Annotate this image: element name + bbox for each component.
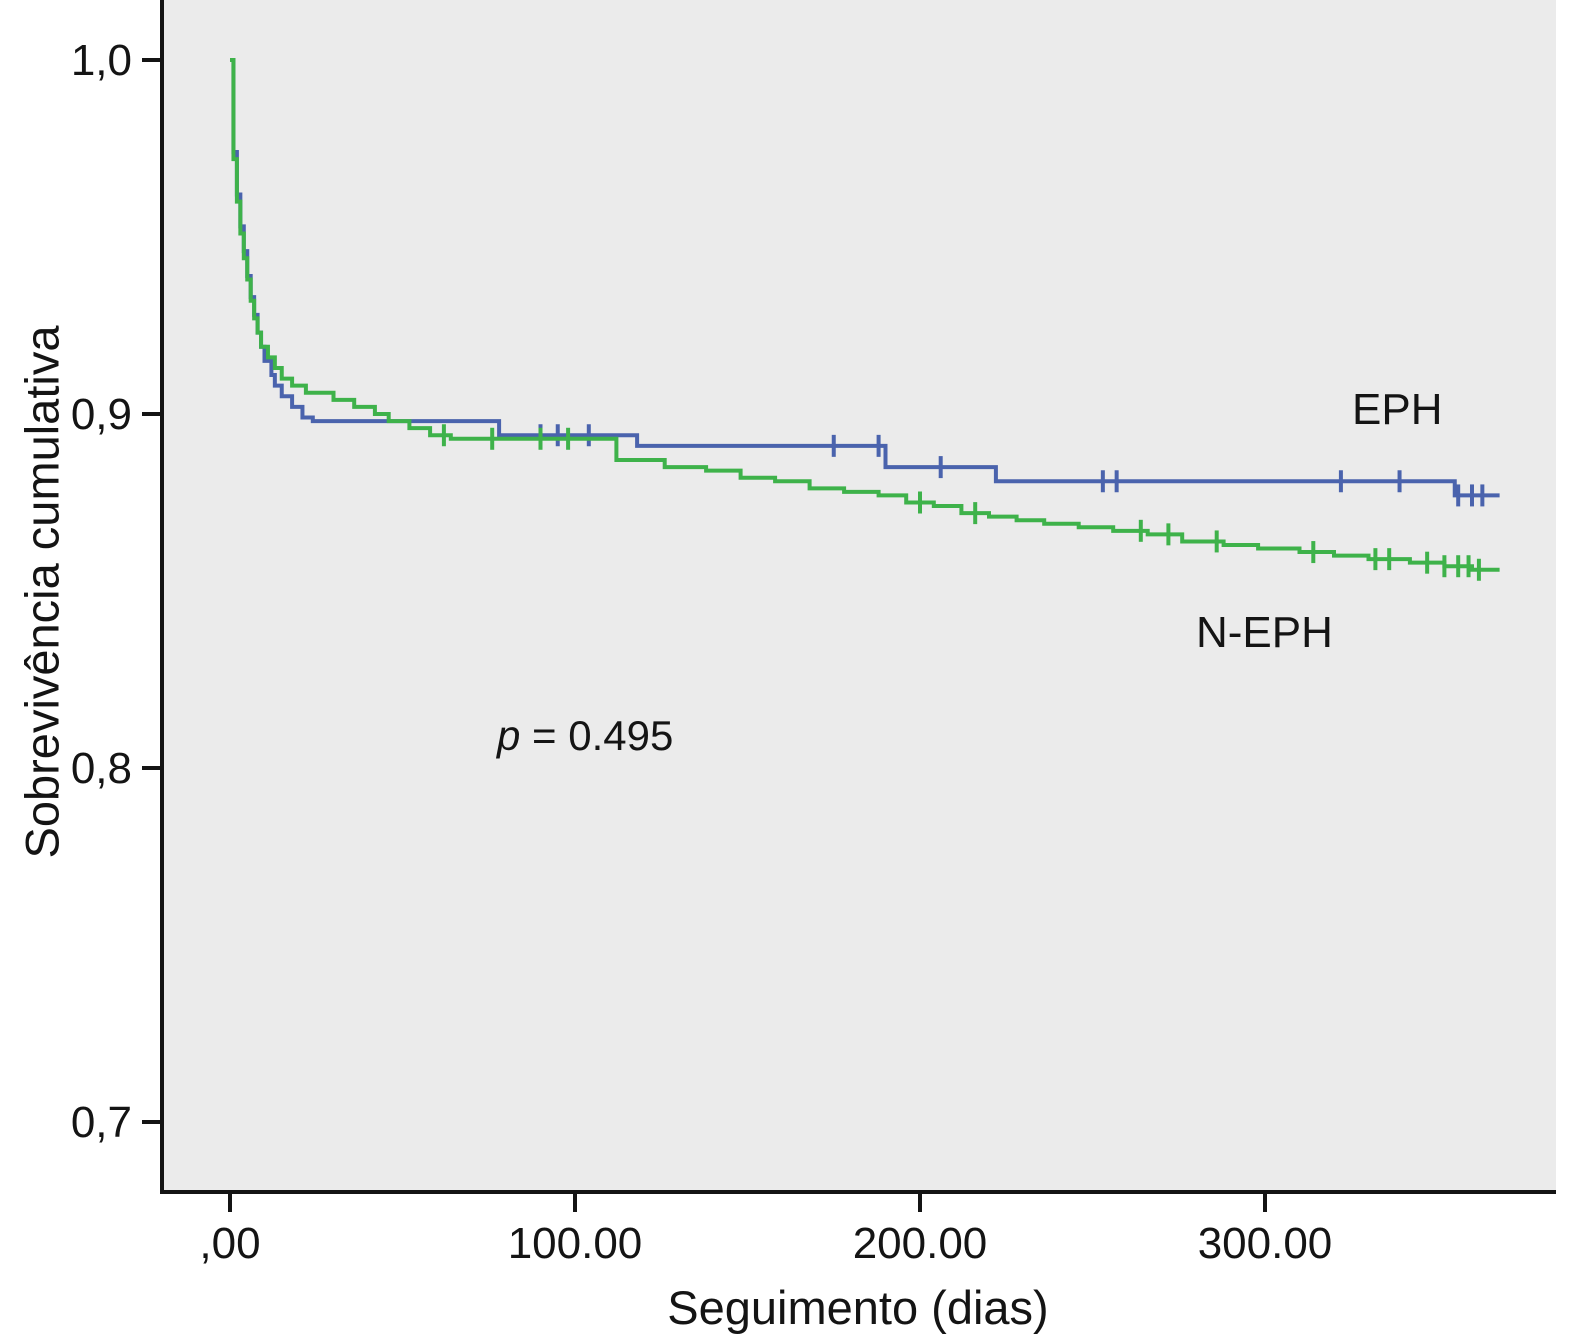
y-axis-tick-label: 0,8 bbox=[71, 744, 132, 793]
series-label-neph: N-EPH bbox=[1196, 608, 1333, 657]
x-axis-tick-label: 200.00 bbox=[853, 1219, 988, 1268]
p-value-variable: p bbox=[497, 712, 521, 759]
p-value-text: = 0.495 bbox=[520, 712, 674, 759]
plot-area bbox=[160, 0, 1556, 1194]
p-value-annotation: p = 0.495 bbox=[497, 712, 673, 760]
x-axis-tick-label: ,00 bbox=[199, 1219, 260, 1268]
x-axis-title: Seguimento (dias) bbox=[667, 1281, 1049, 1334]
y-axis-title: Sobrevivência cumulativa bbox=[15, 325, 69, 859]
series-label-eph: EPH bbox=[1352, 385, 1443, 434]
y-axis-tick-label: 1,0 bbox=[71, 36, 132, 85]
y-axis-tick-label: 0,9 bbox=[71, 390, 132, 439]
y-axis-tick-label: 0,7 bbox=[71, 1098, 132, 1147]
x-axis-tick-label: 300.00 bbox=[1198, 1219, 1333, 1268]
x-axis-tick-label: 100.00 bbox=[508, 1219, 643, 1268]
